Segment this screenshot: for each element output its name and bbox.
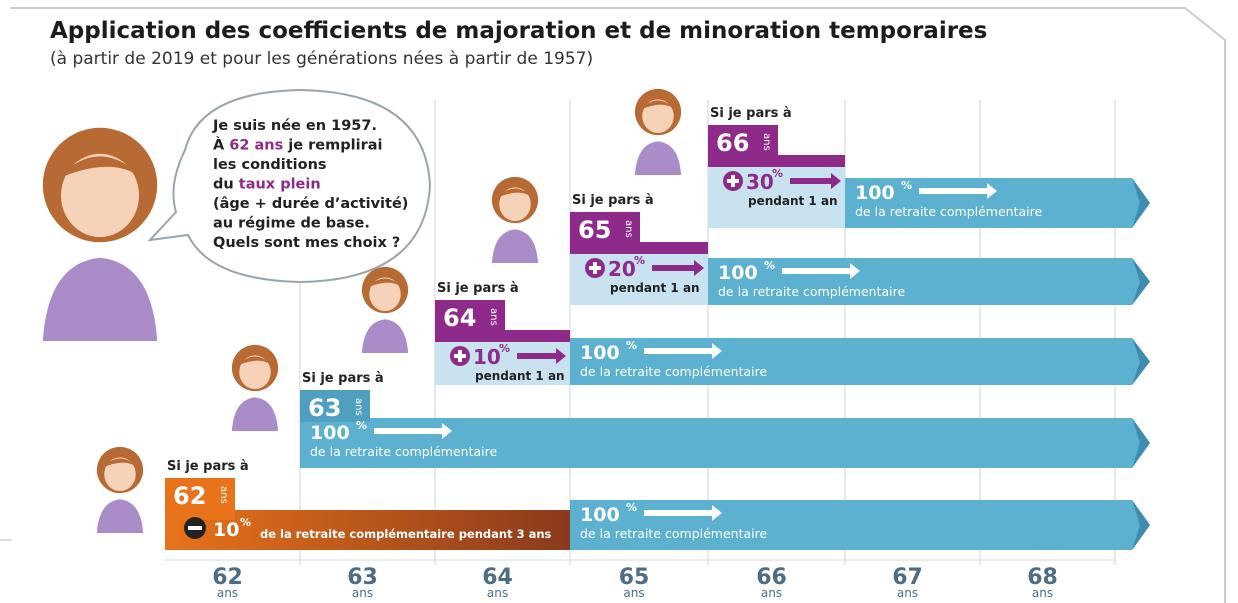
malus-value: 10 [213,519,239,541]
subtitle: (à partir de 2019 et pour les génération… [50,49,593,69]
age-unit: ans [218,486,229,504]
full-unit: % [626,339,637,352]
full-label: de la retraite complémentaire [718,284,905,299]
bonus-unit: % [772,167,783,180]
bubble-part: À [213,137,229,154]
person-icon [97,447,143,533]
bubble-part: les conditions [213,157,327,173]
bubble-part: Quels sont mes choix ? [213,235,400,251]
age-unit: ans [353,398,364,416]
full-value: 100 [855,182,895,204]
bubble-line: les conditions [213,157,327,173]
option-intro: Si je pars à [710,106,792,121]
bubble-line: au régime de base. [213,216,370,232]
full-unit: % [356,419,367,432]
axis-unit: ans [623,586,644,600]
full-pension-arrow [300,418,1150,468]
age: 65 [578,216,611,244]
full-label: de la retraite complémentaire [855,204,1042,219]
body [362,319,408,353]
bubble-part: je remplirai [283,138,382,154]
bonus-value: 10 [473,345,501,369]
bonus-unit: % [634,254,645,267]
bubble-line: Quels sont mes choix ? [213,235,400,251]
full-value: 100 [310,422,350,444]
axis-unit: ans [487,586,508,600]
bonus-band [570,242,708,254]
full-label: de la retraite complémentaire [310,444,497,459]
body [97,499,143,533]
bubble-line: Je suis née en 1957. [212,118,377,134]
full-unit: % [764,259,775,272]
body [492,229,538,263]
axis-unit: ans [1032,586,1053,600]
full-label: de la retraite complémentaire [580,364,767,379]
bubble-part: (âge + durée d’activité) [213,196,408,212]
bonus-band [435,330,570,342]
bubble-part: 62 ans [229,138,283,154]
option-intro: Si je pars à [167,459,249,474]
bubble-part: au régime de base. [213,216,370,232]
age-unit: ans [761,133,772,151]
full-value: 100 [580,504,620,526]
option: Si je pars à 62 ans 10% de la retraite compl… [165,459,1150,550]
age: 63 [308,394,341,422]
person-icon [492,177,538,263]
bonus-value: 30 [746,170,774,194]
age: 62 [173,482,206,510]
axis-unit: ans [217,586,238,600]
body [43,258,157,341]
bubble-part: Je suis née en 1957. [212,118,377,134]
axis-unit: ans [761,586,782,600]
age: 64 [443,304,476,332]
body [232,397,278,431]
malus-label: de la retraite complémentaire pendant 3 … [260,527,552,541]
option: Si je pars à 66 ans 30% pendant 1 an 100% de l… [708,106,1150,228]
bubble-line: du taux plein [213,177,321,193]
axis-unit: ans [352,586,373,600]
full-value: 100 [580,342,620,364]
full-label: de la retraite complémentaire [580,526,767,541]
infographic: Application des coefficients de majorati… [0,0,1238,603]
body [635,141,681,175]
bonus-duration: pendant 1 an [610,281,700,295]
malus-unit: % [240,516,251,529]
bubble-line: (âge + durée d’activité) [213,196,408,212]
age-unit: ans [623,220,634,238]
person-icon [232,345,278,431]
person-icon [362,267,408,353]
bubble-line: À 62 ans je remplirai [213,137,382,154]
axis-unit: ans [897,586,918,600]
option-intro: Si je pars à [437,281,519,296]
age-unit: ans [488,308,499,326]
full-pension-arrow [570,500,1150,550]
bubble-part: taux plein [239,177,321,193]
bonus-duration: pendant 1 an [748,194,838,208]
person-icon [635,89,681,175]
full-value: 100 [718,262,758,284]
bonus-duration: pendant 1 an [475,369,565,383]
bonus-unit: % [499,342,510,355]
full-unit: % [901,179,912,192]
minus-sign [188,526,202,530]
bubble-part: du [213,177,239,193]
title: Application des coefficients de majorati… [50,18,987,44]
person-icon [43,128,157,341]
option-intro: Si je pars à [572,193,654,208]
full-unit: % [626,501,637,514]
age: 66 [716,129,749,157]
option-intro: Si je pars à [302,371,384,386]
bonus-band [708,155,845,167]
speech-bubble: Je suis née en 1957. À 62 ans je remplira… [150,90,430,282]
bonus-value: 20 [608,257,636,281]
